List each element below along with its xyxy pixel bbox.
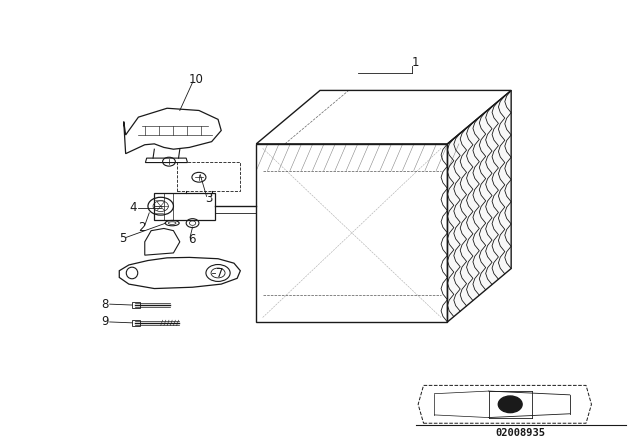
Text: 3: 3 (205, 192, 213, 205)
Text: 6: 6 (188, 233, 196, 246)
Text: 2: 2 (138, 220, 145, 233)
Bar (132, 302, 140, 308)
Text: 8: 8 (102, 297, 109, 310)
Text: 9: 9 (102, 315, 109, 328)
Bar (154, 193, 215, 220)
Text: 7: 7 (216, 267, 223, 280)
Polygon shape (447, 90, 511, 322)
Text: 4: 4 (129, 201, 137, 214)
Text: 02008935: 02008935 (496, 428, 546, 438)
Text: 1: 1 (412, 56, 419, 69)
Text: 5: 5 (119, 232, 126, 245)
Bar (132, 320, 140, 326)
Text: 10: 10 (188, 73, 203, 86)
Circle shape (499, 396, 522, 413)
